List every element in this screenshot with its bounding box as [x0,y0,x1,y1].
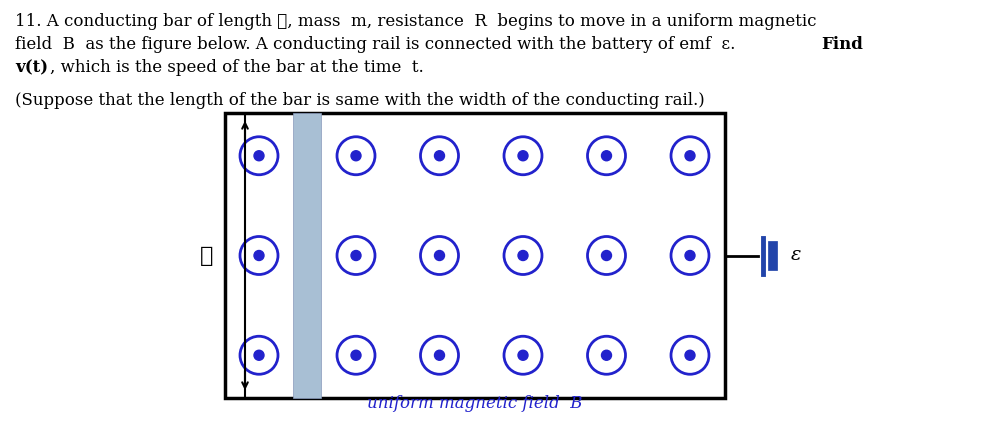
Circle shape [351,151,361,161]
Text: ε: ε [791,247,802,265]
Text: (Suppose that the length of the bar is same with the width of the conducting rai: (Suppose that the length of the bar is s… [15,92,705,109]
Circle shape [685,250,695,261]
Circle shape [685,151,695,161]
Circle shape [434,151,444,161]
Circle shape [602,350,612,360]
Circle shape [518,350,528,360]
Circle shape [602,151,612,161]
Bar [293,113,321,398]
Bar [225,113,725,398]
Circle shape [518,250,528,261]
Text: v(t): v(t) [15,59,48,76]
Circle shape [351,350,361,360]
Circle shape [254,250,264,261]
Text: ℓ: ℓ [200,244,214,267]
Text: field  B  as the figure below. A conducting rail is connected with the battery o: field B as the figure below. A conductin… [15,36,735,53]
Text: uniform magnetic field  B: uniform magnetic field B [367,395,583,412]
Circle shape [518,151,528,161]
Circle shape [434,350,444,360]
Text: , which is the speed of the bar at the time  t.: , which is the speed of the bar at the t… [50,59,424,76]
Text: Find: Find [821,36,863,53]
Circle shape [254,151,264,161]
Circle shape [685,350,695,360]
Circle shape [351,250,361,261]
Text: 11. A conducting bar of length ℓ, mass  m, resistance  R  begins to move in a un: 11. A conducting bar of length ℓ, mass m… [15,13,816,30]
Circle shape [434,250,444,261]
Circle shape [602,250,612,261]
Circle shape [254,350,264,360]
